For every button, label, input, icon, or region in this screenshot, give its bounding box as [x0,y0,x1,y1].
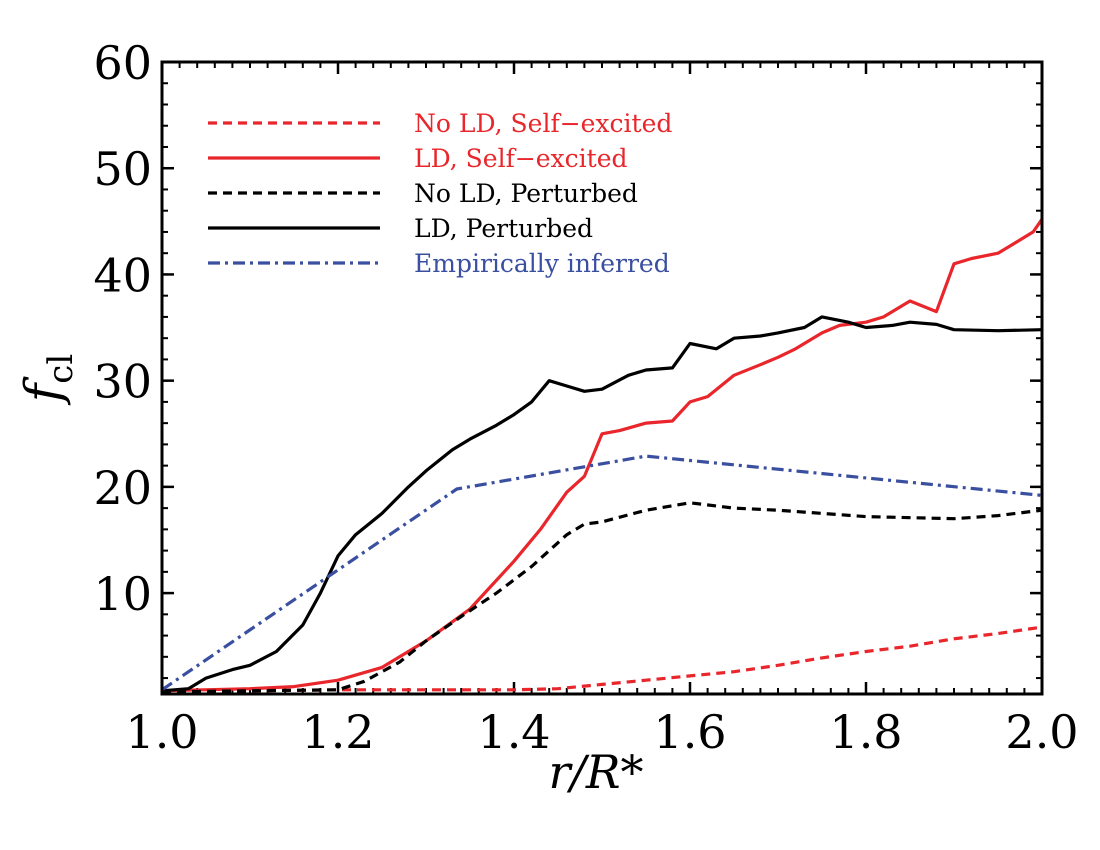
series-line-2 [161,501,1043,694]
legend-label: LD, Self−excited [414,144,628,173]
plot-frame [160,60,1044,696]
series-line-3 [161,315,1043,693]
x-axis-label-text: r/R* [548,745,643,799]
y-tick-label: 60 [93,36,152,90]
legend-label: No LD, Perturbed [414,179,638,208]
svg-text:fcl: fcl [14,354,81,406]
legend-label: Empirically inferred [414,249,670,278]
series-line-4 [161,454,1043,692]
x-tick-label: 1.6 [653,705,726,759]
y-tick-label: 10 [93,567,152,621]
legend-label: No LD, Self−excited [414,109,672,138]
x-tick-label: 1.8 [829,705,902,759]
x-tick-label: 1.2 [301,705,374,759]
series-line-1 [161,218,1044,693]
y-tick-label: 50 [93,142,152,196]
x-tick-label: 1.4 [477,705,550,759]
series-line-0 [161,625,1043,694]
y-tick-label: 40 [93,248,152,302]
x-axis-label: r/R* [548,745,643,799]
series-layer [161,218,1044,694]
x-tick-label: 2.0 [1005,705,1078,759]
y-tick-label: 30 [93,355,152,409]
x-tick-label: 1.0 [125,705,198,759]
y-axis-label-sub: cl [41,354,81,384]
y-axis-label: fcl [14,354,81,406]
ticks-layer: 1.0 1.2 1.4 1.6 1.8 2.0 10 20 30 40 50 60 [93,36,1078,759]
y-tick-label: 20 [93,461,152,515]
legend-label: LD, Perturbed [414,214,593,243]
legend: No LD, Self−excited LD, Self−excited No LD… [208,109,672,278]
